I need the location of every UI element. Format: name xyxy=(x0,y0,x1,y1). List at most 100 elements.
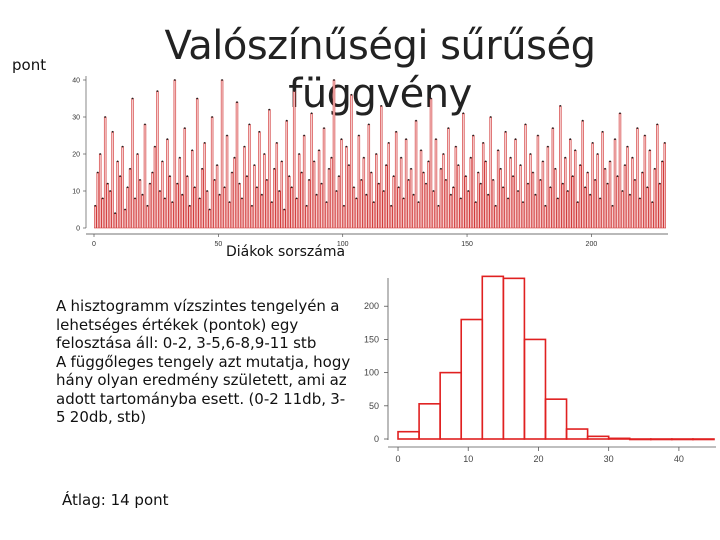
top-chart-x-label: Diákok sorszáma xyxy=(226,244,346,260)
score-point xyxy=(397,186,400,189)
score-point xyxy=(427,160,430,163)
score-point xyxy=(648,149,651,152)
score-point xyxy=(263,153,266,155)
score-point xyxy=(293,90,296,92)
score-point xyxy=(106,182,109,185)
score-point xyxy=(417,201,420,204)
score-point xyxy=(176,182,179,185)
score-point xyxy=(430,97,432,100)
score-point xyxy=(497,149,500,152)
score-point xyxy=(564,156,567,159)
score-point xyxy=(390,204,393,207)
score-point xyxy=(656,123,659,126)
score-point xyxy=(295,197,298,200)
score-point xyxy=(514,138,517,141)
hist-y-tick-label: 50 xyxy=(369,401,379,411)
score-point xyxy=(502,186,505,189)
score-point xyxy=(173,79,176,81)
score-point xyxy=(166,138,169,141)
y-tick-label: 30 xyxy=(72,115,80,122)
score-point xyxy=(395,130,398,133)
histogram-bar xyxy=(502,277,526,440)
score-point xyxy=(601,130,604,133)
histogram-bar xyxy=(481,275,505,440)
score-point xyxy=(653,167,656,170)
score-point xyxy=(534,193,537,196)
score-point xyxy=(330,156,333,159)
description-line-1: A hisztogramm vízszintes tengelyén a leh… xyxy=(56,297,340,352)
score-point xyxy=(377,182,380,185)
score-point xyxy=(457,164,460,167)
score-point xyxy=(492,179,495,181)
score-point xyxy=(586,171,589,174)
score-point xyxy=(658,182,661,185)
score-point xyxy=(236,101,238,104)
score-point xyxy=(216,164,219,167)
score-point xyxy=(243,145,246,148)
score-point xyxy=(315,193,318,196)
score-point xyxy=(611,204,614,207)
histogram-bar xyxy=(692,438,715,441)
score-point xyxy=(357,134,360,137)
score-point xyxy=(268,108,271,111)
score-point xyxy=(440,167,442,170)
score-point xyxy=(129,167,131,170)
score-point xyxy=(554,167,557,170)
score-point xyxy=(278,190,281,192)
score-point xyxy=(400,156,403,159)
score-point xyxy=(221,79,223,81)
description-line-2: A függőleges tengely azt mutatja, hogy h… xyxy=(56,352,351,427)
score-point xyxy=(156,90,159,92)
score-point xyxy=(154,145,156,148)
score-point xyxy=(551,127,554,129)
y-tick-label: 10 xyxy=(72,189,80,196)
score-point xyxy=(114,212,117,215)
score-point xyxy=(273,167,276,170)
score-point xyxy=(609,160,611,163)
score-point xyxy=(275,142,278,144)
score-point xyxy=(447,127,450,129)
score-point xyxy=(372,201,375,204)
score-point xyxy=(529,153,532,155)
x-tick-label: 150 xyxy=(461,241,473,248)
score-point xyxy=(594,179,597,181)
score-point xyxy=(464,175,467,178)
score-point xyxy=(367,123,370,126)
score-point xyxy=(320,182,323,185)
score-point xyxy=(519,164,522,167)
score-point xyxy=(375,153,378,155)
average-label: Átlag: 14 pont xyxy=(62,491,169,509)
score-point xyxy=(459,197,462,200)
score-point xyxy=(203,142,206,144)
score-point xyxy=(631,156,634,159)
score-point xyxy=(452,186,455,189)
score-point xyxy=(298,153,301,155)
score-point xyxy=(581,119,584,122)
score-point xyxy=(231,171,233,174)
score-point xyxy=(437,204,440,207)
score-point xyxy=(126,186,129,189)
score-point xyxy=(370,171,373,174)
score-point xyxy=(614,138,616,141)
score-point xyxy=(435,138,437,141)
score-point xyxy=(161,160,164,163)
score-point xyxy=(183,127,186,129)
score-point xyxy=(425,182,427,185)
score-point xyxy=(131,97,134,100)
score-point xyxy=(646,186,649,189)
score-point xyxy=(576,201,579,204)
score-point xyxy=(454,145,457,148)
score-point xyxy=(539,179,542,181)
score-point xyxy=(285,119,288,122)
score-point xyxy=(517,190,519,192)
score-point xyxy=(206,190,209,192)
score-point xyxy=(352,186,355,189)
score-point xyxy=(94,204,97,207)
score-point xyxy=(561,182,564,185)
score-point xyxy=(365,193,368,196)
score-point xyxy=(238,182,241,185)
score-point xyxy=(318,149,320,152)
score-point xyxy=(246,175,248,178)
score-point xyxy=(449,193,452,196)
score-point xyxy=(604,167,606,170)
